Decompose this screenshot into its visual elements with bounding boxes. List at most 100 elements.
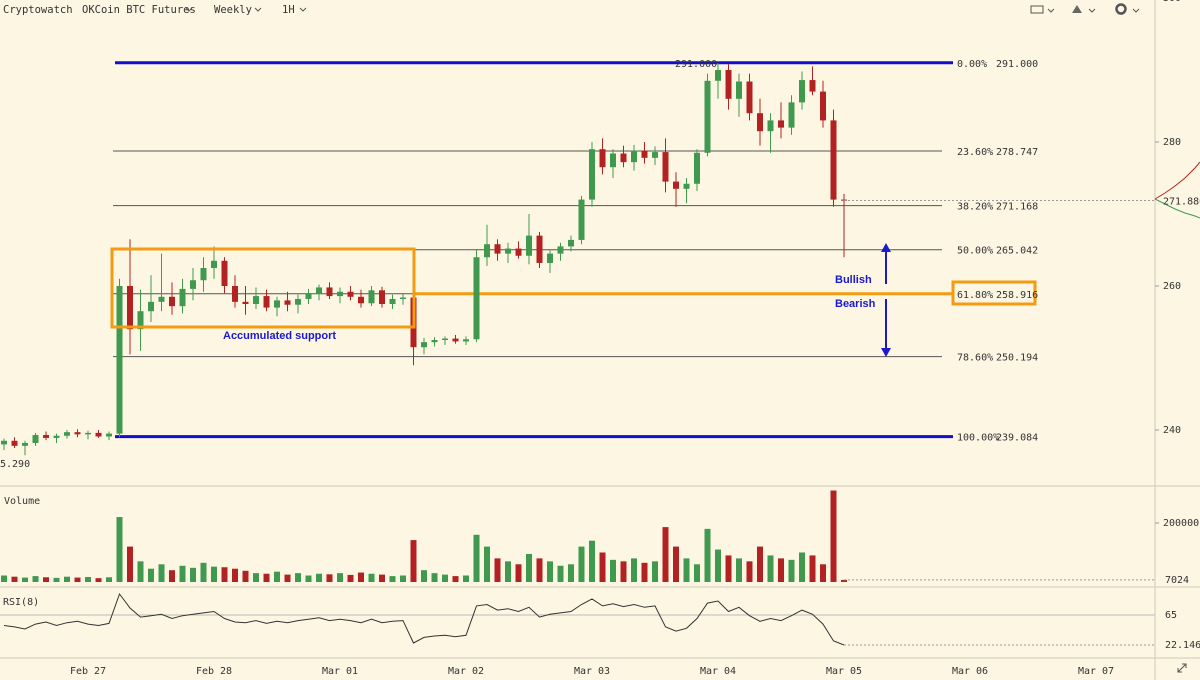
candle-body — [1, 440, 7, 445]
volume-bar — [757, 546, 763, 582]
volume-bar — [116, 517, 123, 582]
volume-bar — [148, 568, 154, 582]
market-selector[interactable]: OKCoin BTC Futures — [82, 4, 196, 16]
candle-body — [22, 442, 28, 446]
candle-body — [452, 338, 459, 342]
annotation: Bearish — [835, 298, 876, 310]
volume-bar — [389, 576, 396, 582]
candle-body — [547, 253, 553, 263]
arrow-head — [881, 243, 891, 252]
candle-body — [274, 300, 280, 308]
candle-body — [809, 80, 816, 92]
volume-bar — [704, 528, 711, 582]
draw-icon[interactable] — [1072, 5, 1082, 13]
interval-selector[interactable]: 1H — [282, 4, 295, 16]
fib-percent: 61.80% — [957, 290, 993, 301]
volume-bar — [358, 572, 364, 582]
volume-bar — [641, 562, 648, 582]
candle-body — [158, 296, 165, 302]
volume-bar — [1, 575, 7, 582]
candle-body — [379, 290, 385, 304]
volume-bar — [494, 558, 501, 582]
fib-value: 265.042 — [996, 246, 1038, 257]
candle-body — [242, 301, 249, 304]
candle-body — [179, 288, 186, 307]
candle-body — [631, 150, 637, 163]
x-tick-label: Feb 28 — [196, 666, 232, 677]
volume-bar — [95, 578, 102, 582]
volume-bar — [778, 558, 784, 582]
candle-body — [263, 296, 270, 308]
dropdown-icon — [185, 7, 193, 12]
high-label: 291.000 — [675, 59, 717, 70]
candle-body — [599, 149, 606, 168]
candle-body — [557, 246, 564, 254]
level-highlight — [951, 280, 1037, 306]
volume-bar — [526, 553, 532, 582]
volume-bar — [631, 558, 637, 582]
candle-body — [694, 152, 700, 184]
candle-body — [505, 248, 511, 254]
left-price-label: 5.290 — [0, 459, 30, 470]
volume-bar — [841, 579, 847, 582]
volume-bar — [137, 561, 144, 582]
volume-bar — [43, 577, 49, 582]
volume-bar — [253, 573, 259, 582]
volume-bar — [169, 570, 175, 582]
y-tick-label: 65 — [1165, 610, 1177, 621]
x-tick-label: Feb 27 — [70, 666, 106, 677]
fib-value: 250.194 — [996, 353, 1038, 364]
x-tick-label: Mar 03 — [574, 666, 610, 677]
y-tick-label: 260 — [1163, 281, 1181, 292]
candle-body — [284, 300, 291, 305]
keyboard-icon[interactable] — [1030, 5, 1044, 14]
volume-bar — [400, 575, 406, 582]
volume-bar — [431, 573, 438, 582]
pane-title: Volume — [4, 496, 40, 507]
candle-body — [767, 120, 774, 132]
candle-body — [232, 286, 238, 302]
volume-bar — [746, 561, 753, 582]
last-rsi-label: 22.1465 — [1165, 640, 1200, 651]
candle-body — [641, 150, 648, 158]
volume-bar — [179, 565, 186, 582]
fullscreen-icon[interactable] — [1177, 663, 1187, 673]
candle-body — [190, 280, 196, 289]
x-tick-label: Mar 07 — [1078, 666, 1114, 677]
fib-percent: 38.20% — [957, 202, 993, 213]
x-tick-label: Mar 05 — [826, 666, 862, 677]
rsi-pane — [0, 592, 1155, 646]
volume-bar — [515, 564, 522, 582]
volume-bar — [326, 574, 333, 582]
dropdown-icon — [254, 7, 262, 12]
dropdown-icon — [1132, 8, 1140, 13]
candle-body — [43, 435, 49, 438]
dropdown-icon — [1088, 8, 1096, 13]
candle-body — [473, 257, 480, 340]
volume-bar — [662, 527, 669, 582]
volume-bar — [442, 574, 448, 582]
toolbar: Cryptowatch OKCoin BTC Futures Weekly 1H — [3, 3, 1187, 673]
volume-bar — [652, 561, 658, 582]
candle-body — [725, 70, 732, 99]
candle-body — [32, 435, 39, 443]
candle-body — [389, 298, 396, 304]
candle-body — [400, 297, 406, 299]
volume-bar — [505, 561, 511, 582]
volume-bar — [200, 562, 207, 582]
range-selector[interactable]: Weekly — [214, 4, 252, 16]
volume-bar — [379, 574, 385, 582]
candle-body — [326, 287, 333, 297]
candle-body — [148, 301, 154, 312]
candle-body — [211, 260, 217, 268]
pane-title: RSI(8) — [3, 597, 39, 608]
candle-body — [536, 235, 543, 263]
candle-body — [715, 70, 721, 81]
mini-line — [1154, 198, 1200, 219]
volume-bar — [557, 565, 564, 582]
candle-body — [64, 432, 70, 436]
fib-percent: 0.00% — [957, 59, 987, 70]
candle-body — [116, 286, 123, 434]
settings-icon[interactable] — [1115, 3, 1127, 15]
fib-value: 291.000 — [996, 59, 1038, 70]
